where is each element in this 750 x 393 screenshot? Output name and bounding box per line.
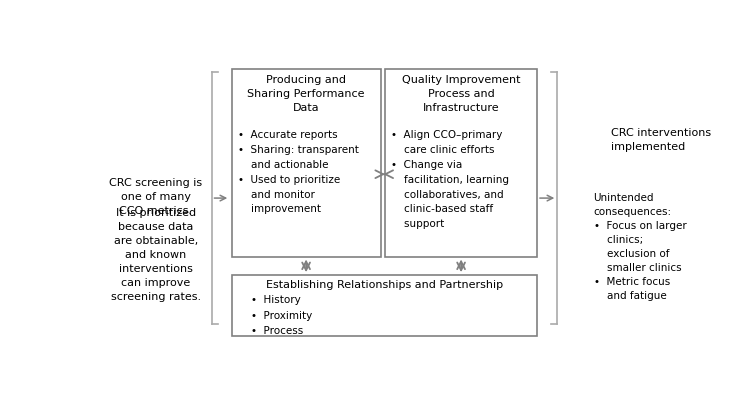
Text: Quality Improvement
Process and
Infrastructure: Quality Improvement Process and Infrastr…: [402, 75, 520, 113]
Text: •  Accurate reports
•  Sharing: transparent
    and actionable
•  Used to priori: • Accurate reports • Sharing: transparen…: [238, 130, 358, 214]
Bar: [232, 69, 380, 257]
Bar: [386, 69, 537, 257]
Text: CRC interventions
implemented: CRC interventions implemented: [611, 128, 712, 152]
Text: •  History
•  Proximity
•  Process: • History • Proximity • Process: [251, 295, 312, 336]
Text: •  Align CCO–primary
    care clinic efforts
•  Change via
    facilitation, lea: • Align CCO–primary care clinic efforts …: [392, 130, 509, 229]
Bar: [232, 275, 537, 336]
Text: It is prioritized
because data
are obtainable,
and known
interventions
can impro: It is prioritized because data are obtai…: [111, 208, 201, 302]
Text: Unintended
consequences:
•  Focus on larger
    clinics;
    exclusion of
    sm: Unintended consequences: • Focus on larg…: [594, 193, 686, 301]
Text: Establishing Relationships and Partnership: Establishing Relationships and Partnersh…: [266, 280, 503, 290]
Text: Producing and
Sharing Performance
Data: Producing and Sharing Performance Data: [248, 75, 364, 113]
Text: CRC screening is
one of many
CCO metrics.: CRC screening is one of many CCO metrics…: [110, 178, 202, 216]
